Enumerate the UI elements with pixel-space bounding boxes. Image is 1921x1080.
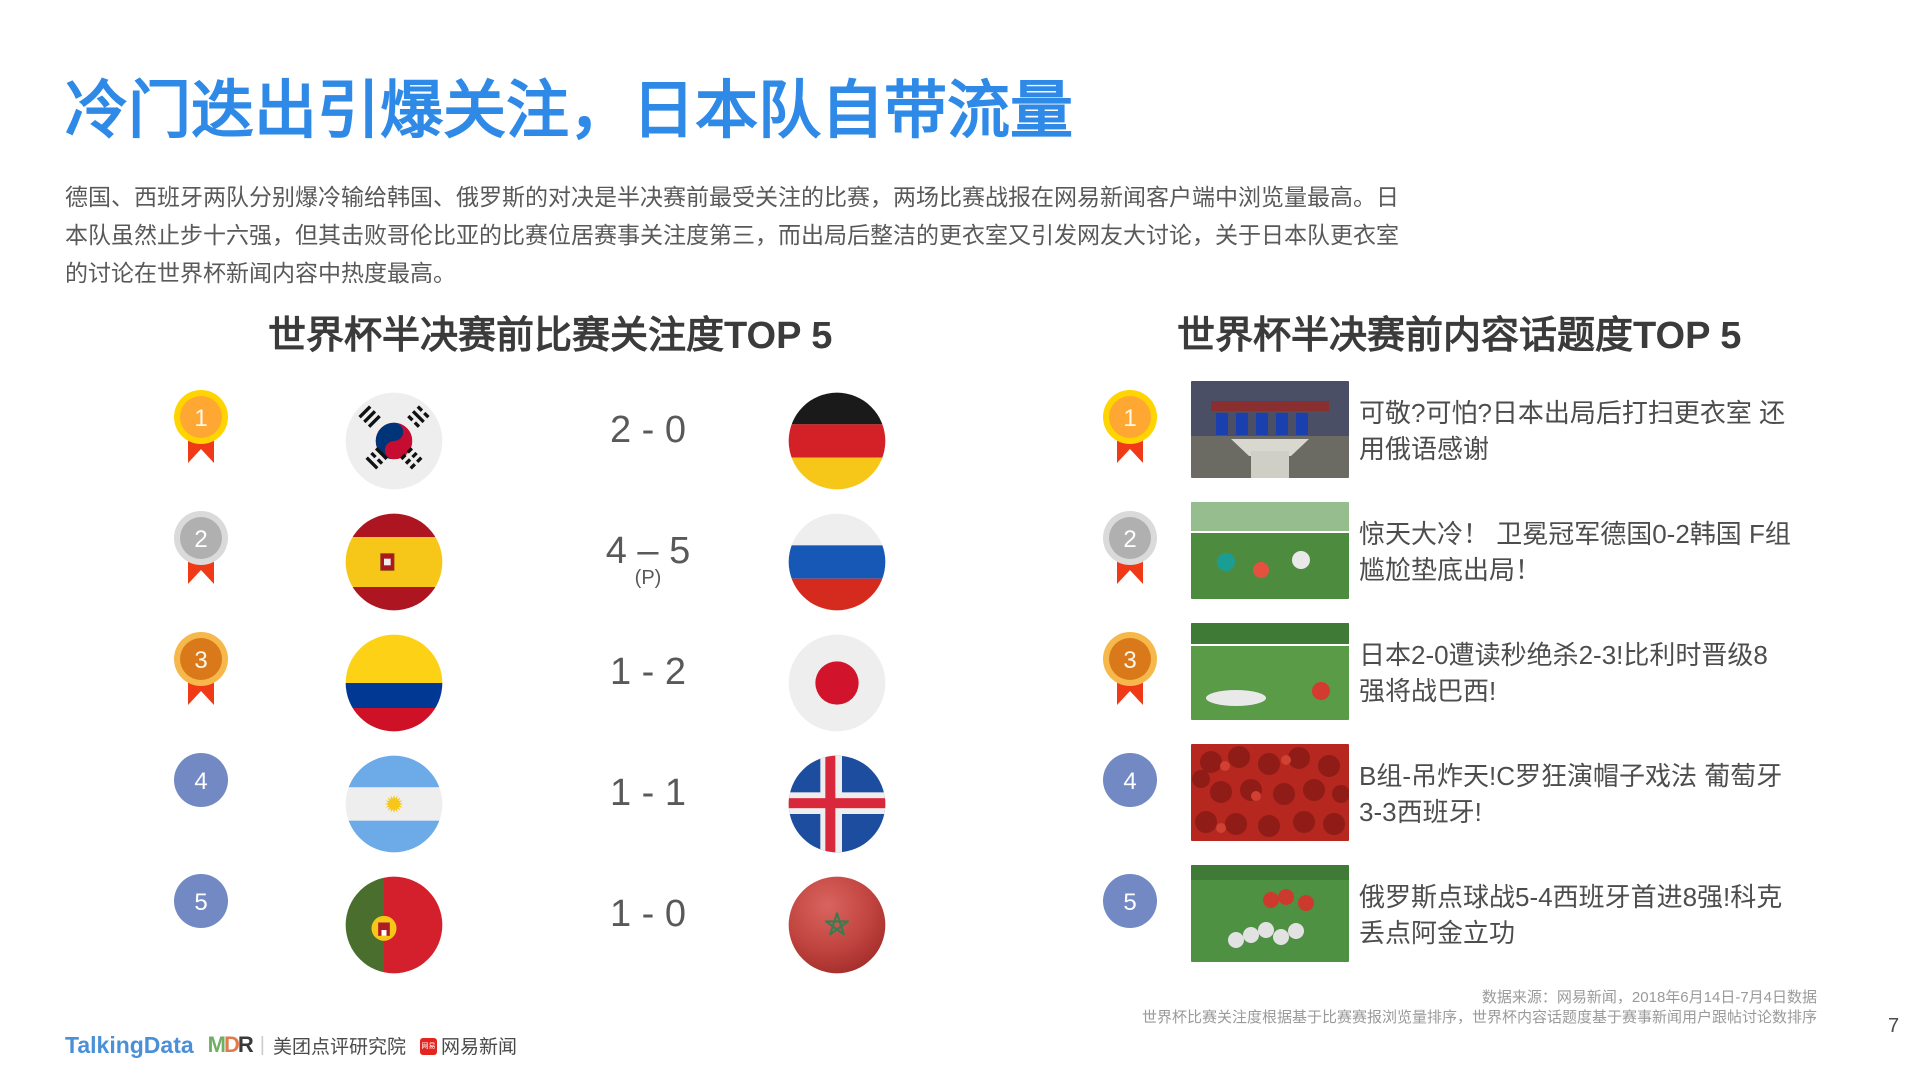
- svg-text:2: 2: [1123, 526, 1136, 553]
- svg-text:3: 3: [194, 647, 207, 674]
- svg-text:2: 2: [194, 526, 207, 553]
- svg-text:4: 4: [1123, 768, 1136, 795]
- svg-text:3: 3: [1123, 647, 1136, 674]
- svg-text:5: 5: [1123, 889, 1136, 916]
- svg-text:1: 1: [1123, 405, 1136, 432]
- svg-text:5: 5: [194, 889, 207, 916]
- svg-text:1: 1: [194, 405, 207, 432]
- svg-text:4: 4: [194, 768, 207, 795]
